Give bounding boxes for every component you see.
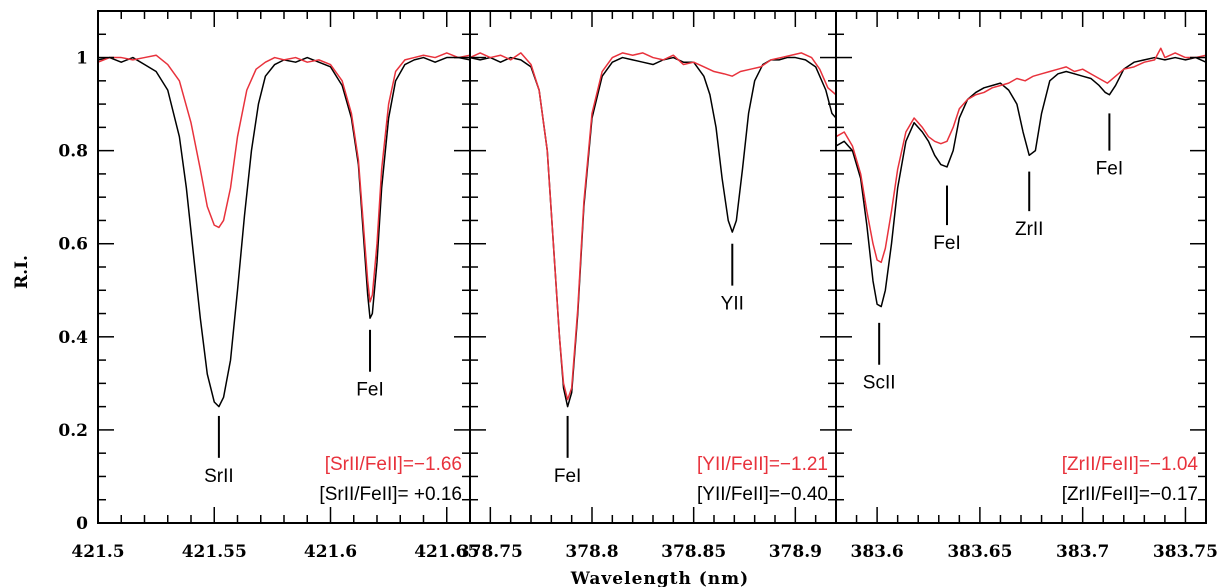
y-tick-label: 0.8	[58, 142, 88, 162]
x-tick-label: 378.9	[769, 542, 822, 562]
x-tick-label: 378.85	[661, 542, 726, 562]
y-tick-label: 0.4	[58, 328, 88, 348]
x-tick-label: 383.65	[947, 542, 1012, 562]
panel-2: 378.75 378.8 378.85 378.9 FeI YII [YII/FeII]=−…	[458, 11, 836, 562]
panel-frame	[836, 11, 1206, 523]
x-tick-label: 378.75	[458, 542, 523, 562]
panel-frame	[470, 11, 836, 523]
abundance-label-black: [ZrII/FeII]=−0.17	[1062, 484, 1198, 505]
spectrum-black-panel-1	[98, 58, 470, 407]
abundance-label-red: [SrII/FeII]=−1.66	[325, 454, 462, 475]
spectrum-black-panel-2	[470, 58, 836, 407]
line-id-label: FeI	[356, 380, 383, 401]
y-axis-tick-labels: 0 0.2 0.4 0.6 0.8 1	[58, 49, 88, 534]
abundance-label-red: [YII/FeII]=−1.21	[697, 454, 828, 475]
y-tick-label: 1	[76, 49, 88, 69]
line-id-label: ZrII	[1015, 219, 1044, 240]
spectrum-red-panel-1	[98, 53, 470, 302]
line-id-label: ScII	[863, 373, 896, 394]
x-tick-label: 421.55	[182, 542, 247, 562]
x-tick-label: 421.6	[304, 542, 357, 562]
x-tick-label: 383.6	[850, 542, 903, 562]
abundance-label-black: [YII/FeII]=−0.40	[697, 484, 828, 505]
panel-3: 383.6 383.65 383.7 383.75 ScII FeI ZrII FeI [ZrI…	[836, 11, 1218, 562]
x-axis-title: Wavelength (nm)	[570, 569, 749, 587]
x-tick-label: 383.75	[1153, 542, 1218, 562]
x-tick-label: 383.7	[1056, 542, 1109, 562]
y-tick-label: 0.2	[58, 421, 88, 441]
abundance-label-black: [SrII/FeII]= +0.16	[319, 484, 462, 505]
x-tick-label: 421.5	[71, 542, 124, 562]
panel-frame	[98, 11, 470, 523]
line-id-label: YII	[721, 294, 744, 315]
abundance-label-red: [ZrII/FeII]=−1.04	[1062, 454, 1199, 475]
spectrum-black-panel-3	[836, 58, 1206, 307]
line-id-label: SrII	[204, 466, 234, 487]
y-axis-title: R.I.	[12, 255, 32, 289]
y-tick-label: 0	[76, 514, 88, 534]
y-tick-label: 0.6	[58, 235, 88, 255]
spectrum-red-panel-2	[470, 53, 836, 400]
panel-1: 421.5 421.55 421.6 421.65SrIIFeI[SrII/FeII]…	[71, 11, 479, 562]
line-id-label: FeI	[1096, 159, 1123, 180]
line-id-label: FeI	[933, 233, 960, 254]
x-tick-label: 378.8	[565, 542, 618, 562]
line-id-label: FeI	[554, 466, 581, 487]
